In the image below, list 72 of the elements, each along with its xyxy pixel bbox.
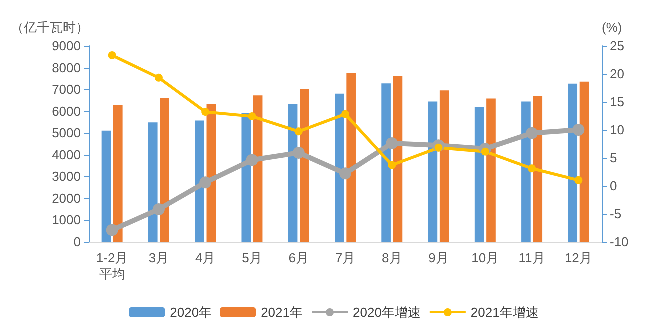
legend-label: 2021年增速	[470, 305, 539, 320]
bar	[160, 98, 170, 242]
bar	[195, 120, 204, 242]
legend-label: 2020年增速	[353, 305, 421, 320]
point	[574, 176, 583, 184]
bar	[522, 102, 531, 242]
y-tick-label: 8000	[52, 60, 81, 76]
bar	[393, 76, 403, 242]
bar	[568, 84, 578, 242]
bar	[428, 102, 438, 242]
bar	[580, 82, 590, 242]
bar	[440, 90, 450, 242]
y-tick-label: 9000	[52, 38, 81, 54]
bar	[102, 130, 112, 242]
point	[202, 108, 210, 116]
y2-tick-label: 5	[610, 150, 618, 166]
y2-tick-label: 10	[610, 122, 624, 138]
x-tick-label: 11月	[518, 250, 546, 266]
y2-tick-label: 15	[610, 94, 624, 110]
bar	[148, 122, 158, 242]
y2-tick-label: -10	[610, 234, 629, 250]
point	[292, 146, 305, 159]
y-tick-label: 1000	[52, 212, 81, 228]
x-tick-label: 1-2月平均	[96, 250, 128, 282]
y-tick-label: 3000	[52, 169, 81, 184]
x-tick-label: 8月	[382, 250, 402, 266]
bar	[382, 84, 391, 242]
x-tick-label: 12月	[564, 250, 592, 266]
point	[154, 74, 163, 82]
point	[526, 127, 538, 140]
point	[342, 110, 350, 118]
x-tick-label: 7月	[335, 250, 356, 266]
point	[572, 124, 585, 136]
y-tick-label: 6000	[52, 104, 81, 119]
point	[340, 168, 352, 180]
y-axis-title: （亿千瓦时）	[11, 20, 89, 35]
point	[386, 137, 398, 150]
y-tick-label: 7000	[52, 82, 81, 98]
bar	[335, 94, 344, 242]
y2-tick-label: 20	[610, 66, 624, 82]
x-tick-label: 10月	[472, 250, 500, 266]
y2-tick-label: 25	[610, 38, 624, 54]
bar	[113, 105, 123, 242]
point	[528, 164, 536, 173]
legend-label: 2020年	[170, 305, 212, 320]
y2-tick-label: 0	[610, 178, 618, 194]
point	[248, 112, 256, 121]
y2-axis-title: (%)	[602, 20, 622, 35]
bar	[486, 98, 496, 242]
point	[106, 224, 118, 236]
y-tick-label: 0	[74, 234, 81, 250]
x-tick-label: 5月	[242, 250, 262, 266]
bar	[474, 107, 484, 242]
point	[388, 161, 396, 170]
x-tick-label: 9月	[428, 250, 449, 266]
bar	[242, 113, 252, 242]
bar	[300, 89, 310, 242]
y-tick-label: 4000	[52, 147, 81, 162]
y-tick-label: 2000	[52, 190, 81, 206]
point	[108, 52, 116, 60]
x-tick-label: 4月	[195, 250, 216, 266]
legend-label: 2021年	[261, 305, 303, 320]
bar	[533, 96, 543, 242]
point	[200, 176, 212, 189]
point	[152, 204, 165, 216]
y-tick-label: 5000	[52, 126, 81, 141]
point	[246, 154, 258, 166]
point	[294, 128, 303, 136]
x-tick-label: 6月	[288, 250, 309, 266]
bar	[346, 73, 356, 242]
y2-tick-label: -5	[610, 206, 622, 222]
x-tick-label: 3月	[148, 250, 170, 266]
